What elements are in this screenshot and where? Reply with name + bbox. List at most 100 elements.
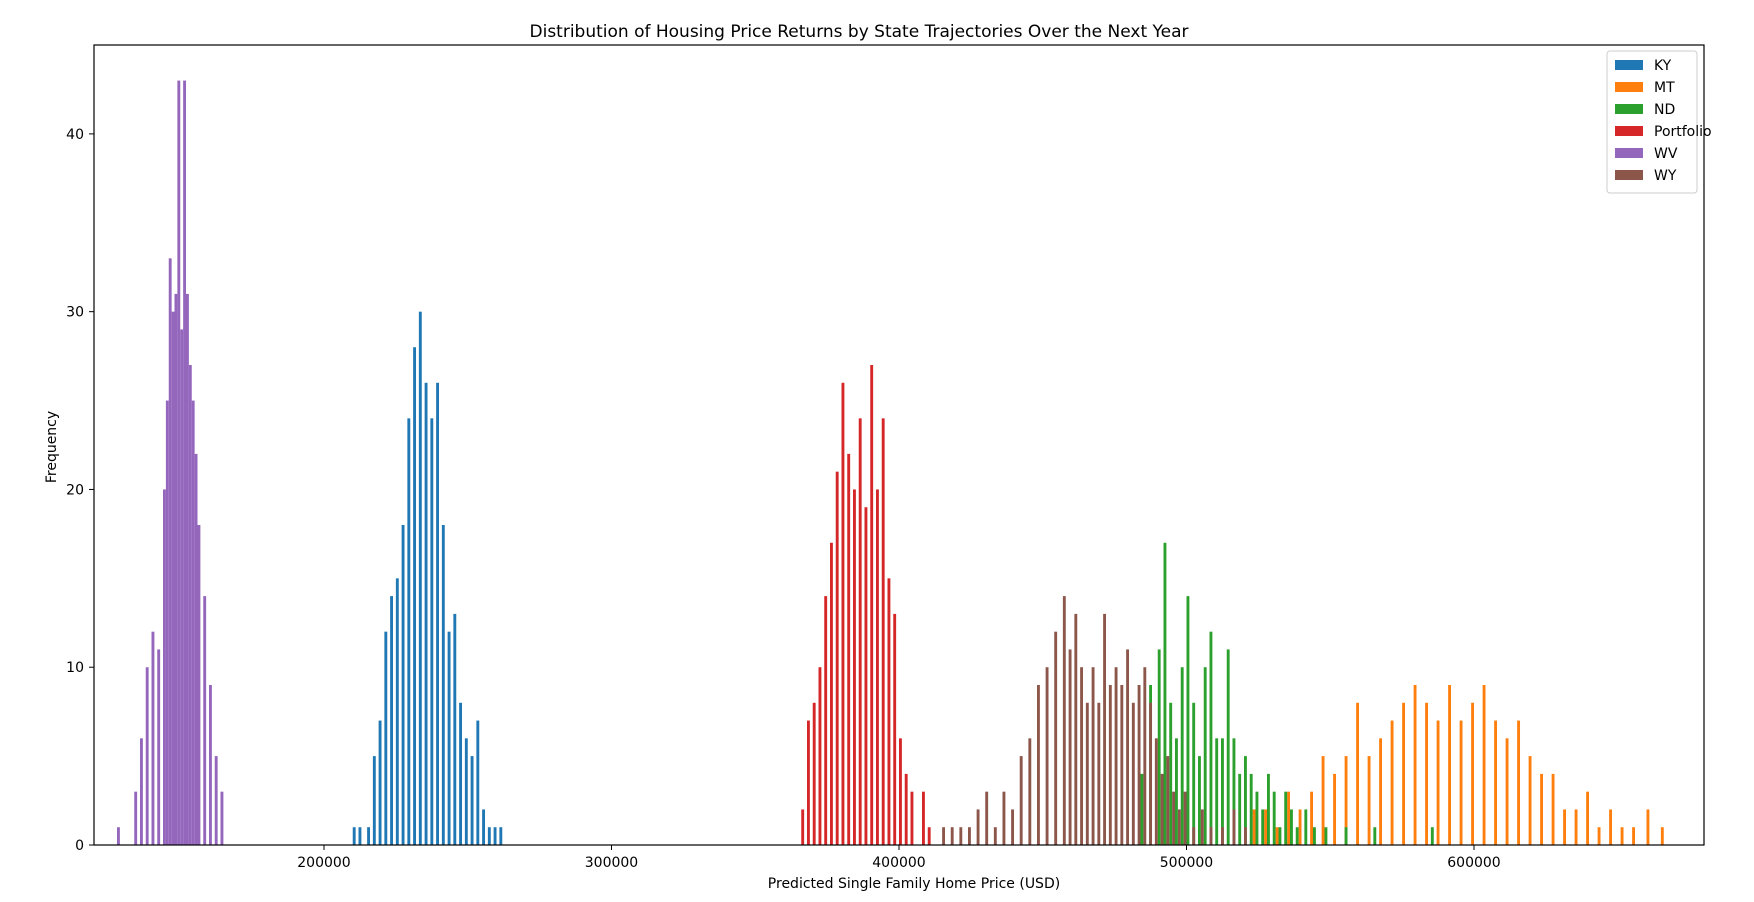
bar-wy-9: [1019, 756, 1023, 845]
bar-wy-41: [1244, 827, 1247, 845]
legend-label-nd: ND: [1654, 102, 1675, 118]
bar-mt-16: [1436, 720, 1440, 845]
bar-wy-40: [1232, 809, 1236, 845]
bar-ky-10: [413, 347, 417, 845]
y-tick-label-0: 0: [75, 838, 84, 854]
bar-ky-8: [401, 525, 405, 845]
legend-label-ky: KY: [1654, 58, 1672, 74]
bar-portfolio-8: [847, 453, 851, 845]
bar-portfolio-18: [904, 773, 908, 845]
bar-wy-5: [985, 791, 989, 845]
bar-wy-29: [1149, 702, 1153, 845]
bar-portfolio-16: [893, 613, 897, 845]
bar-ky-14: [436, 382, 440, 845]
bar-mt-19: [1471, 702, 1475, 845]
bar-ky-19: [464, 738, 468, 845]
bar-portfolio-1: [807, 720, 810, 845]
bar-portfolio-10: [858, 418, 862, 845]
bar-nd-19: [1255, 791, 1259, 845]
bar-ky-9: [407, 418, 411, 845]
bar-mt-14: [1413, 685, 1417, 845]
bar-portfolio-12: [870, 365, 874, 845]
legend-swatch-wv: [1615, 148, 1643, 158]
bar-mt-33: [1632, 827, 1636, 845]
bar-wy-21: [1103, 613, 1107, 845]
y-tick-label-20: 20: [66, 482, 84, 498]
legend-label-portfolio: Portfolio: [1654, 124, 1712, 140]
bar-mt-29: [1586, 791, 1590, 845]
bar-portfolio-2: [812, 702, 816, 845]
bar-ky-18: [459, 702, 463, 845]
bar-nd-11: [1209, 631, 1213, 845]
bar-nd-18: [1249, 773, 1253, 845]
bar-wy-12: [1045, 667, 1049, 845]
bar-ky-15: [441, 525, 445, 845]
bar-mt-5: [1310, 791, 1314, 845]
bar-wy-30: [1154, 738, 1158, 845]
bar-portfolio-3: [818, 667, 822, 845]
bar-nd-10: [1203, 667, 1207, 845]
y-axis-label: Frequency: [44, 411, 60, 483]
bar-nd-31: [1373, 827, 1377, 845]
bar-wv-15: [188, 365, 192, 845]
bar-portfolio-5: [830, 542, 833, 845]
bar-wy-33: [1172, 791, 1176, 845]
histogram-bars: [117, 80, 1664, 846]
bar-wv-14: [186, 293, 189, 845]
legend-label-wy: WY: [1654, 168, 1677, 184]
bar-mt-8: [1344, 756, 1348, 845]
bar-portfolio-6: [835, 471, 839, 845]
bar-portfolio-19: [910, 791, 914, 845]
x-tick-label-600000: 600000: [1447, 855, 1500, 871]
bar-ky-1: [358, 827, 362, 845]
bar-mt-24: [1528, 756, 1532, 845]
bar-nd-20: [1261, 809, 1265, 845]
bar-portfolio-11: [864, 507, 868, 845]
bar-wy-15: [1068, 649, 1072, 845]
bar-nd-24: [1284, 791, 1288, 845]
bar-wv-19: [203, 596, 207, 845]
bar-mt-15: [1425, 702, 1429, 845]
bar-mt-32: [1620, 827, 1624, 845]
bar-wy-0: [942, 827, 946, 845]
bar-wy-4: [976, 809, 980, 845]
bar-mt-0: [1252, 809, 1256, 845]
x-tick-label-200000: 200000: [297, 855, 350, 871]
bar-wy-10: [1028, 738, 1032, 845]
bar-wy-36: [1192, 827, 1196, 845]
bar-portfolio-9: [853, 489, 856, 845]
bar-wv-8: [168, 258, 172, 846]
bar-ky-0: [352, 827, 356, 845]
legend-swatch-ky: [1615, 60, 1643, 70]
bar-ky-17: [453, 613, 457, 845]
x-axis-label: Predicted Single Family Home Price (USD): [768, 876, 1060, 892]
bar-ky-13: [430, 418, 434, 845]
y-tick-label-10: 10: [66, 660, 84, 676]
bar-ky-23: [487, 827, 491, 845]
bar-nd-32: [1430, 827, 1434, 845]
bar-mt-9: [1356, 702, 1360, 845]
bar-wv-11: [177, 80, 181, 845]
bar-wv-4: [151, 631, 155, 845]
bar-wv-1: [134, 791, 138, 845]
bar-mt-12: [1390, 720, 1394, 845]
bar-wy-1: [950, 827, 954, 845]
bar-mt-21: [1494, 720, 1498, 845]
bar-wy-26: [1131, 702, 1135, 845]
bar-ky-21: [476, 720, 480, 845]
bar-portfolio-13: [876, 489, 879, 845]
bar-wv-0: [117, 827, 120, 845]
bar-wv-20: [209, 685, 212, 845]
bar-mt-13: [1402, 702, 1406, 845]
bar-wy-6: [993, 827, 997, 845]
bar-portfolio-0: [801, 809, 805, 845]
series-portfolio: [801, 365, 931, 845]
bar-nd-27: [1304, 809, 1308, 845]
bar-nd-3: [1163, 542, 1167, 845]
legend-swatch-wy: [1615, 170, 1643, 180]
bar-mt-30: [1597, 827, 1601, 845]
bar-mt-6: [1321, 756, 1325, 845]
bar-wy-25: [1126, 649, 1130, 845]
bar-wv-12: [180, 329, 184, 845]
